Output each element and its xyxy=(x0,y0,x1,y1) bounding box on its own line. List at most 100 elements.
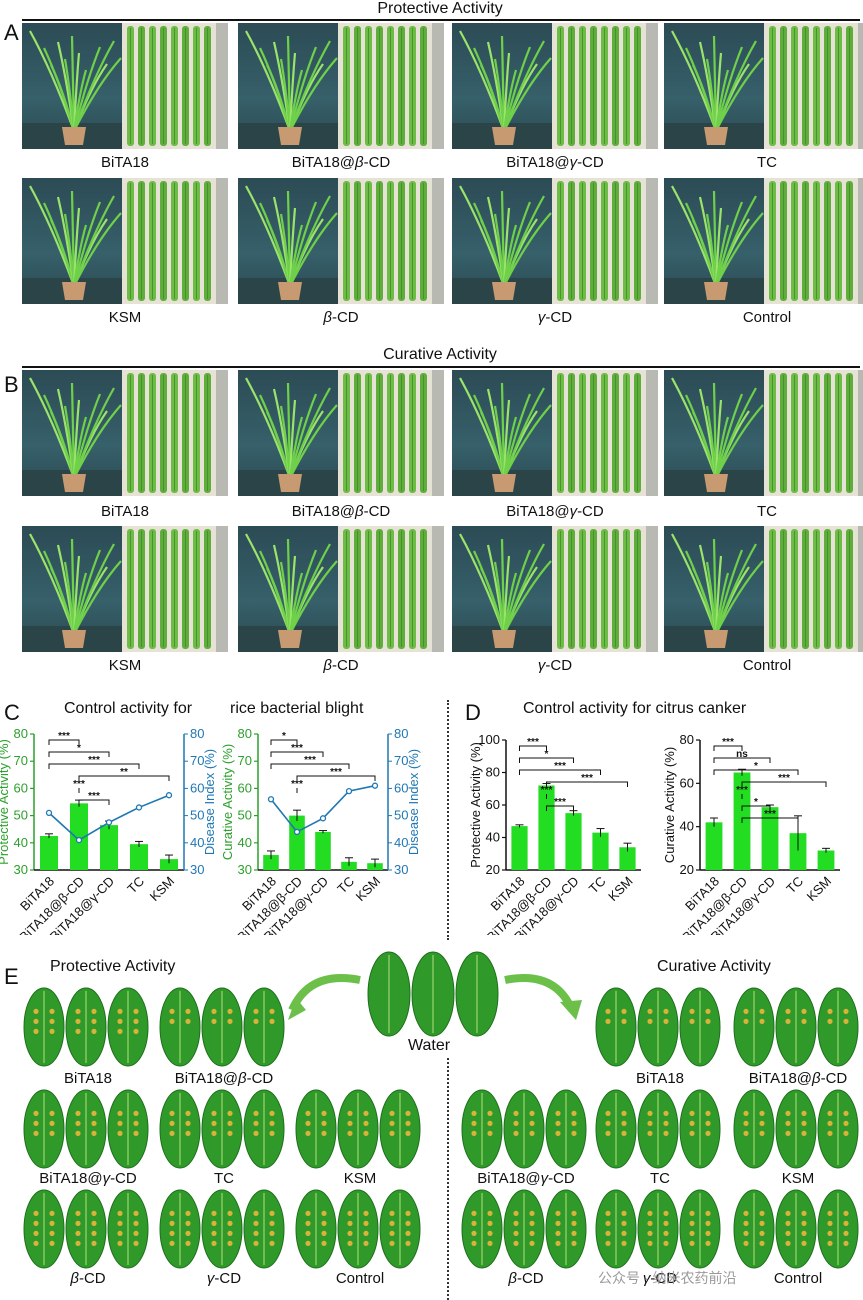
lesion-spot xyxy=(133,1110,139,1116)
lesion-spot xyxy=(605,1008,611,1014)
lesion-spot xyxy=(91,1008,97,1014)
lesion-spot xyxy=(347,1240,353,1246)
significance-label: *** xyxy=(778,773,790,784)
bar xyxy=(789,833,807,870)
y-tick-label: 60 xyxy=(238,780,252,795)
lesion-spot xyxy=(743,1230,749,1236)
lesion-spot xyxy=(321,1130,327,1136)
lesion-spot xyxy=(689,1230,695,1236)
y2-tick-label: 60 xyxy=(394,780,408,795)
significance-bracket xyxy=(713,769,799,775)
lesion-spot xyxy=(801,1110,807,1116)
citrus-leaf xyxy=(637,987,679,1067)
plant-photo-caption: BiTA18 xyxy=(100,503,150,520)
panel-label-d: D xyxy=(465,700,481,725)
lesion-spot xyxy=(785,1230,791,1236)
lesion-spot xyxy=(827,1110,833,1116)
significance-label: *** xyxy=(527,737,539,748)
leaf-strips-image xyxy=(764,23,863,149)
lesion-spot xyxy=(363,1130,369,1136)
significance-label: * xyxy=(754,797,758,808)
lesion-spot xyxy=(133,1130,139,1136)
citrus-leaf xyxy=(733,1089,775,1169)
y-tick-label: 60 xyxy=(14,780,28,795)
lesion-spot xyxy=(133,1220,139,1226)
x-tick-label: KSM xyxy=(353,874,384,905)
lesion-spot xyxy=(321,1210,327,1216)
lesion-spot xyxy=(321,1120,327,1126)
lesion-spot xyxy=(211,1018,217,1024)
lesion-spot xyxy=(49,1210,55,1216)
citrus-leaf xyxy=(201,987,243,1067)
citrus-leaf xyxy=(595,1189,637,1269)
rice-plant-image xyxy=(664,178,764,304)
disease-index-point xyxy=(75,836,83,844)
lesion-spot xyxy=(621,1230,627,1236)
lesion-spot xyxy=(117,1120,123,1126)
significance-bracket xyxy=(48,739,80,745)
x-tick-label: KSM xyxy=(147,874,178,905)
lesion-spot xyxy=(133,1210,139,1216)
citrus-leaf xyxy=(775,1189,817,1269)
lesion-spot xyxy=(211,1110,217,1116)
lesion-spot xyxy=(647,1220,653,1226)
x-tick-label: TC xyxy=(124,874,147,897)
lesion-spot xyxy=(33,1240,39,1246)
lesion-spot xyxy=(827,1220,833,1226)
plant-photo xyxy=(238,370,444,496)
leaf-caption: BiTA18@γ-CD xyxy=(39,1170,137,1187)
lesion-spot xyxy=(513,1220,519,1226)
lesion-spot xyxy=(253,1018,259,1024)
lesion-spot xyxy=(117,1028,123,1034)
bar xyxy=(263,855,279,870)
lesion-spot xyxy=(117,1130,123,1136)
lesion-spot xyxy=(843,1210,849,1216)
panel-label-c: C xyxy=(4,700,20,725)
lesion-spot xyxy=(759,1130,765,1136)
lesion-spot xyxy=(555,1240,561,1246)
plant-photo-caption: BiTA18@γ-CD xyxy=(506,154,604,171)
citrus-leaf xyxy=(23,1089,65,1169)
lesion-spot xyxy=(253,1120,259,1126)
lesion-spot xyxy=(227,1240,233,1246)
lesion-spot xyxy=(405,1120,411,1126)
section-e-right-title: Curative Activity xyxy=(657,958,771,975)
bar xyxy=(817,850,835,870)
lesion-spot xyxy=(487,1110,493,1116)
lesion-spot xyxy=(759,1120,765,1126)
lesion-spot xyxy=(75,1240,81,1246)
lesion-spot xyxy=(843,1220,849,1226)
lesion-spot xyxy=(743,1210,749,1216)
significance-bracket xyxy=(519,757,574,763)
lesion-spot xyxy=(513,1210,519,1216)
bar xyxy=(130,844,148,870)
lesion-spot xyxy=(663,1220,669,1226)
significance-bracket xyxy=(270,739,298,745)
lesion-spot xyxy=(33,1120,39,1126)
lesion-spot xyxy=(743,1018,749,1024)
plant-photo-caption: γ-CD xyxy=(537,309,573,326)
leaves-svg xyxy=(23,951,859,1269)
y-tick-label: 80 xyxy=(14,726,28,741)
plant-photo xyxy=(238,23,444,149)
leaf-strips-image xyxy=(764,526,863,652)
citrus-leaf xyxy=(733,987,775,1067)
significance-label: * xyxy=(545,749,549,760)
lesion-spot xyxy=(759,1210,765,1216)
lesion-spot xyxy=(321,1240,327,1246)
lesion-spot xyxy=(663,1008,669,1014)
lesion-spot xyxy=(211,1120,217,1126)
lesion-spot xyxy=(49,1220,55,1226)
lesion-spot xyxy=(91,1230,97,1236)
plant-photo-caption: γ-CD xyxy=(537,657,573,674)
lesion-spot xyxy=(663,1210,669,1216)
lesion-spot xyxy=(33,1230,39,1236)
lesion-spot xyxy=(169,1110,175,1116)
lesion-spot xyxy=(185,1120,191,1126)
citrus-leaf xyxy=(295,1189,337,1269)
plant-photo xyxy=(22,370,228,496)
lesion-spot xyxy=(555,1230,561,1236)
lesion-spot xyxy=(389,1110,395,1116)
lesion-spot xyxy=(571,1110,577,1116)
